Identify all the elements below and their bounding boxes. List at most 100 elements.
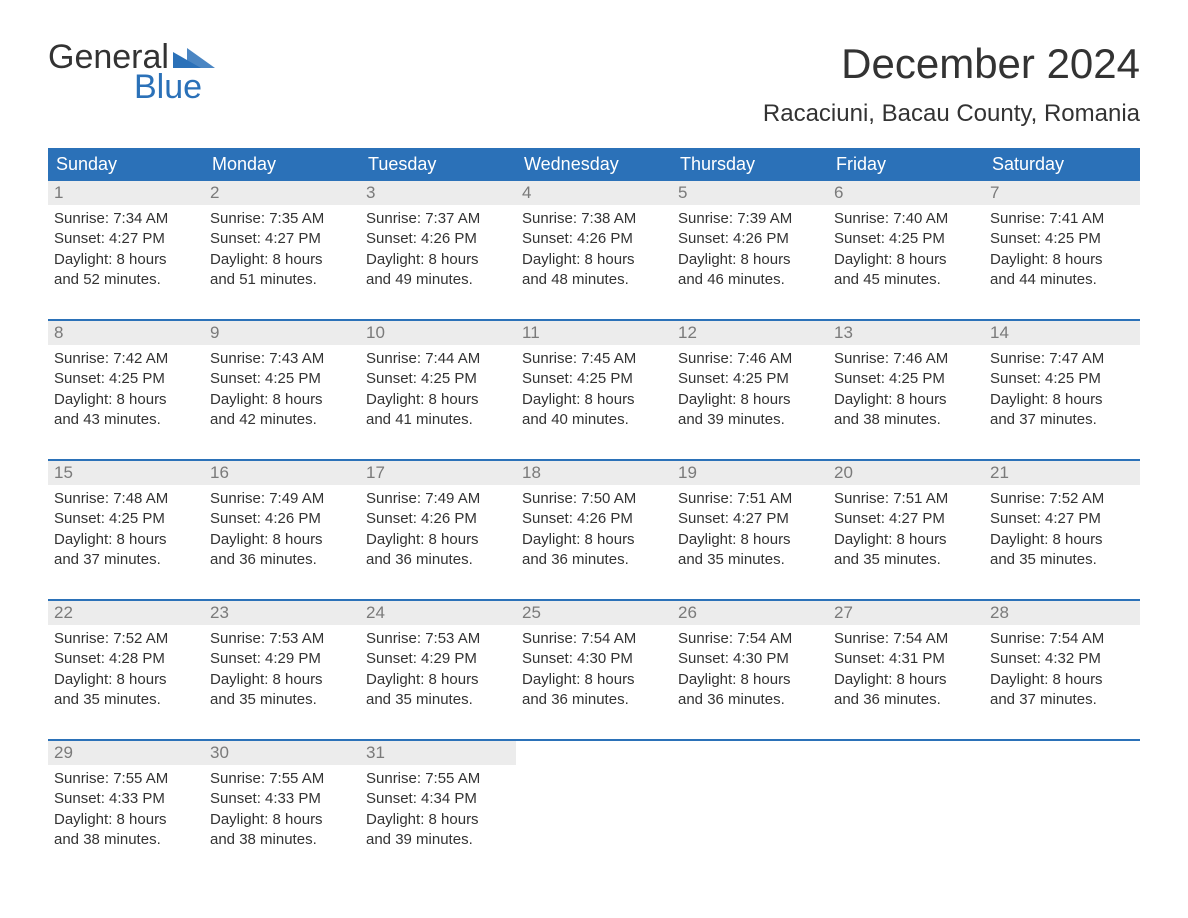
day-header-row: Sunday Monday Tuesday Wednesday Thursday… — [48, 148, 1140, 181]
day-header-sun: Sunday — [48, 148, 204, 181]
day-sunset: Sunset: 4:26 PM — [522, 509, 666, 529]
day-body: Sunrise: 7:35 AMSunset: 4:27 PMDaylight:… — [204, 205, 360, 298]
day-sunrise: Sunrise: 7:55 AM — [366, 769, 510, 789]
day-cell: 16Sunrise: 7:49 AMSunset: 4:26 PMDayligh… — [204, 461, 360, 581]
day-dl1: Daylight: 8 hours — [210, 390, 354, 410]
day-number: 15 — [48, 461, 204, 485]
day-dl1: Daylight: 8 hours — [210, 530, 354, 550]
day-cell — [984, 741, 1140, 861]
day-dl2: and 38 minutes. — [834, 410, 978, 430]
day-sunset: Sunset: 4:34 PM — [366, 789, 510, 809]
day-number: 22 — [48, 601, 204, 625]
day-body: Sunrise: 7:46 AMSunset: 4:25 PMDaylight:… — [828, 345, 984, 438]
day-body: Sunrise: 7:43 AMSunset: 4:25 PMDaylight:… — [204, 345, 360, 438]
day-header-mon: Monday — [204, 148, 360, 181]
day-sunset: Sunset: 4:27 PM — [834, 509, 978, 529]
day-number: 1 — [48, 181, 204, 205]
day-sunset: Sunset: 4:25 PM — [834, 369, 978, 389]
day-sunrise: Sunrise: 7:54 AM — [678, 629, 822, 649]
day-body: Sunrise: 7:46 AMSunset: 4:25 PMDaylight:… — [672, 345, 828, 438]
day-dl2: and 38 minutes. — [210, 830, 354, 850]
day-sunset: Sunset: 4:29 PM — [210, 649, 354, 669]
day-number: 8 — [48, 321, 204, 345]
day-dl1: Daylight: 8 hours — [834, 670, 978, 690]
day-sunset: Sunset: 4:27 PM — [990, 509, 1134, 529]
day-dl1: Daylight: 8 hours — [522, 250, 666, 270]
logo-mark-icon — [173, 40, 215, 64]
day-cell: 29Sunrise: 7:55 AMSunset: 4:33 PMDayligh… — [48, 741, 204, 861]
day-cell: 8Sunrise: 7:42 AMSunset: 4:25 PMDaylight… — [48, 321, 204, 441]
day-body: Sunrise: 7:53 AMSunset: 4:29 PMDaylight:… — [204, 625, 360, 718]
day-dl2: and 41 minutes. — [366, 410, 510, 430]
week-row: 1Sunrise: 7:34 AMSunset: 4:27 PMDaylight… — [48, 181, 1140, 301]
calendar: Sunday Monday Tuesday Wednesday Thursday… — [48, 148, 1140, 861]
day-dl1: Daylight: 8 hours — [990, 670, 1134, 690]
day-sunset: Sunset: 4:26 PM — [210, 509, 354, 529]
day-dl2: and 48 minutes. — [522, 270, 666, 290]
day-dl1: Daylight: 8 hours — [366, 670, 510, 690]
day-cell: 21Sunrise: 7:52 AMSunset: 4:27 PMDayligh… — [984, 461, 1140, 581]
day-body: Sunrise: 7:51 AMSunset: 4:27 PMDaylight:… — [828, 485, 984, 578]
day-sunrise: Sunrise: 7:41 AM — [990, 209, 1134, 229]
day-cell: 3Sunrise: 7:37 AMSunset: 4:26 PMDaylight… — [360, 181, 516, 301]
day-body: Sunrise: 7:52 AMSunset: 4:28 PMDaylight:… — [48, 625, 204, 718]
day-dl2: and 37 minutes. — [990, 410, 1134, 430]
day-body: Sunrise: 7:54 AMSunset: 4:30 PMDaylight:… — [672, 625, 828, 718]
day-sunset: Sunset: 4:26 PM — [522, 229, 666, 249]
day-dl2: and 37 minutes. — [54, 550, 198, 570]
day-cell: 9Sunrise: 7:43 AMSunset: 4:25 PMDaylight… — [204, 321, 360, 441]
day-body: Sunrise: 7:52 AMSunset: 4:27 PMDaylight:… — [984, 485, 1140, 578]
day-body: Sunrise: 7:44 AMSunset: 4:25 PMDaylight:… — [360, 345, 516, 438]
day-number: 21 — [984, 461, 1140, 485]
day-cell: 5Sunrise: 7:39 AMSunset: 4:26 PMDaylight… — [672, 181, 828, 301]
day-dl2: and 36 minutes. — [678, 690, 822, 710]
week-row: 8 Sunrise: 7:42 AM Sunset: 4:25 PM Daylight… — [48, 319, 1140, 441]
day-dl2: and 36 minutes. — [210, 550, 354, 570]
day-dl1: Daylight: 8 hours — [990, 250, 1134, 270]
day-dl2: and 36 minutes. — [834, 690, 978, 710]
day-cell: 27Sunrise: 7:54 AMSunset: 4:31 PMDayligh… — [828, 601, 984, 721]
day-sunset: Sunset: 4:27 PM — [54, 229, 198, 249]
day-sunset: Sunset: 4:29 PM — [366, 649, 510, 669]
day-sunset: Sunset: 4:33 PM — [210, 789, 354, 809]
day-body: Sunrise: 7:38 AMSunset: 4:26 PMDaylight:… — [516, 205, 672, 298]
day-dl2: and 35 minutes. — [210, 690, 354, 710]
day-body: Sunrise: 7:55 AMSunset: 4:34 PMDaylight:… — [360, 765, 516, 858]
day-number: 4 — [516, 181, 672, 205]
day-body: Sunrise: 7:54 AMSunset: 4:31 PMDaylight:… — [828, 625, 984, 718]
day-dl1: Daylight: 8 hours — [210, 670, 354, 690]
day-body: Sunrise: 7:54 AMSunset: 4:30 PMDaylight:… — [516, 625, 672, 718]
day-sunrise: Sunrise: 7:51 AM — [678, 489, 822, 509]
day-cell: 18Sunrise: 7:50 AMSunset: 4:26 PMDayligh… — [516, 461, 672, 581]
day-sunset: Sunset: 4:28 PM — [54, 649, 198, 669]
day-number: 10 — [360, 321, 516, 345]
day-sunrise: Sunrise: 7:39 AM — [678, 209, 822, 229]
day-number: 19 — [672, 461, 828, 485]
day-sunset: Sunset: 4:25 PM — [990, 369, 1134, 389]
logo: General Blue — [48, 40, 215, 104]
day-number: 24 — [360, 601, 516, 625]
day-dl2: and 46 minutes. — [678, 270, 822, 290]
day-sunrise: Sunrise: 7:42 AM — [54, 349, 198, 369]
day-sunrise: Sunrise: 7:45 AM — [522, 349, 666, 369]
day-number: 11 — [516, 321, 672, 345]
day-sunrise: Sunrise: 7:52 AM — [54, 629, 198, 649]
day-sunset: Sunset: 4:26 PM — [366, 509, 510, 529]
day-number: 31 — [360, 741, 516, 765]
day-sunrise: Sunrise: 7:51 AM — [834, 489, 978, 509]
day-cell — [516, 741, 672, 861]
day-sunset: Sunset: 4:25 PM — [366, 369, 510, 389]
day-dl2: and 35 minutes. — [678, 550, 822, 570]
day-dl2: and 35 minutes. — [54, 690, 198, 710]
day-body: Sunrise: 7:53 AMSunset: 4:29 PMDaylight:… — [360, 625, 516, 718]
day-body: Sunrise: 7:40 AMSunset: 4:25 PMDaylight:… — [828, 205, 984, 298]
day-body: Sunrise: 7:45 AMSunset: 4:25 PMDaylight:… — [516, 345, 672, 438]
day-number: 17 — [360, 461, 516, 485]
day-sunrise: Sunrise: 7:55 AM — [54, 769, 198, 789]
day-cell: 1Sunrise: 7:34 AMSunset: 4:27 PMDaylight… — [48, 181, 204, 301]
day-cell — [672, 741, 828, 861]
week-row: 15Sunrise: 7:48 AMSunset: 4:25 PMDayligh… — [48, 459, 1140, 581]
day-number: 7 — [984, 181, 1140, 205]
day-dl1: Daylight: 8 hours — [678, 530, 822, 550]
day-dl1: Daylight: 8 hours — [366, 250, 510, 270]
